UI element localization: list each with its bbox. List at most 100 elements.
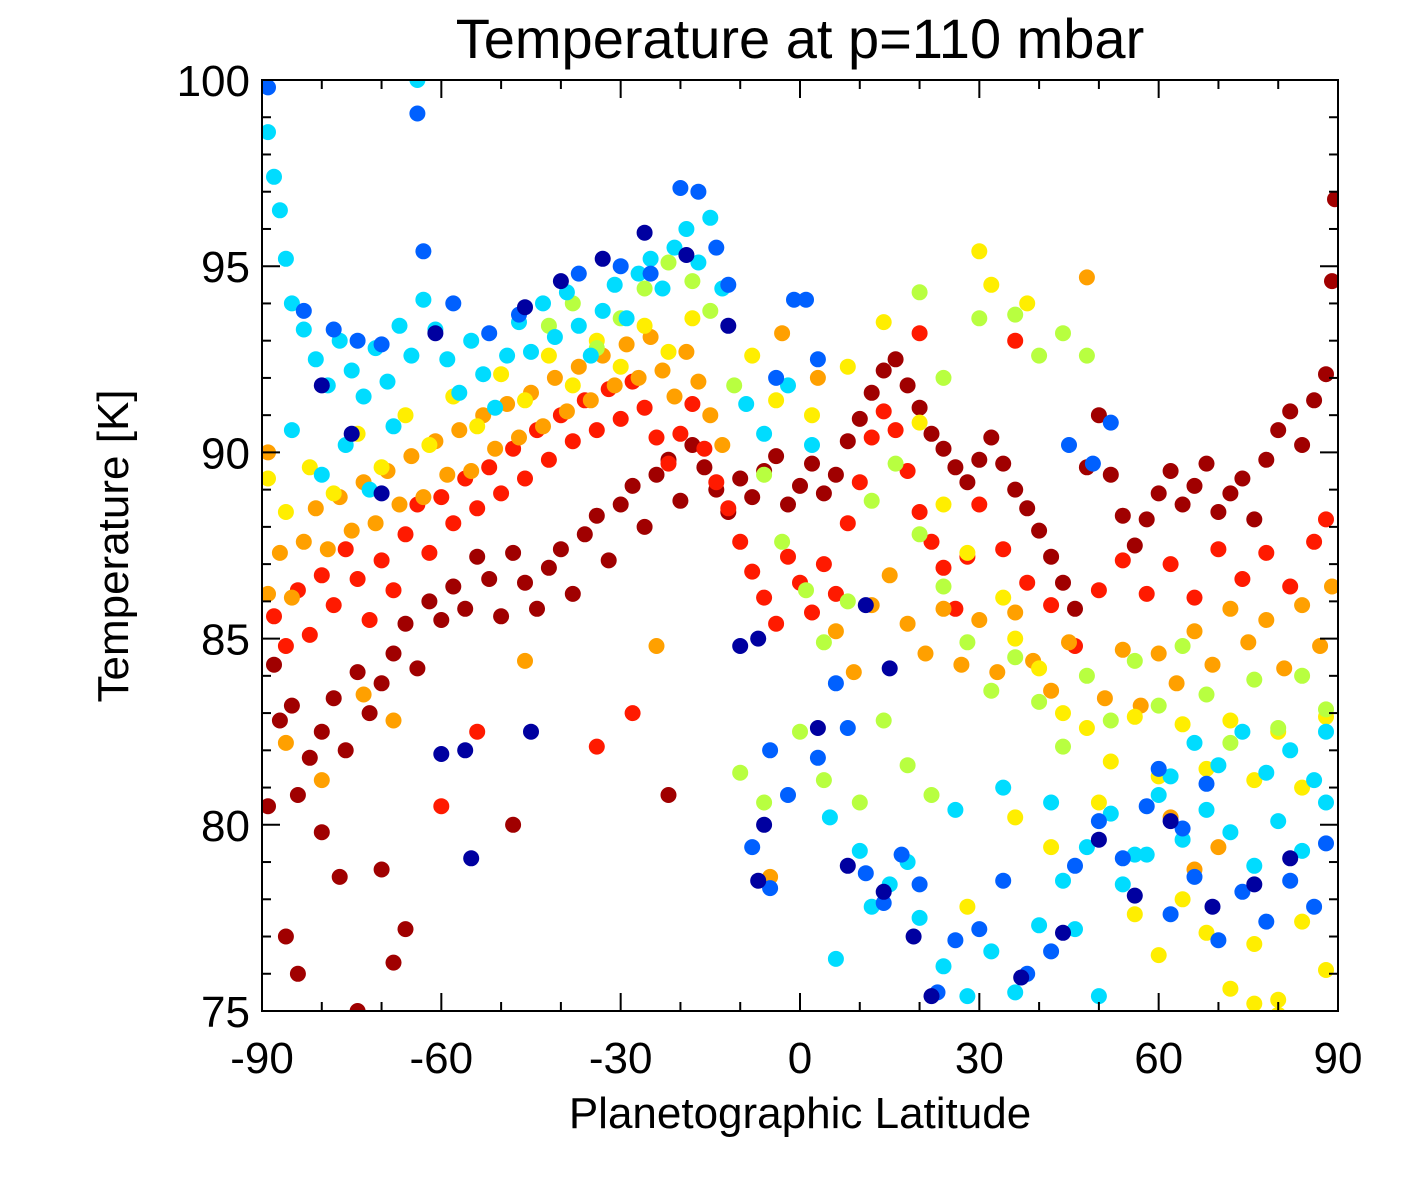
data-point-dark-red xyxy=(481,571,498,587)
data-point-dark-red xyxy=(1198,455,1215,472)
data-point-dark-red xyxy=(672,492,689,509)
data-point-red xyxy=(1090,582,1107,599)
data-point-cyan xyxy=(1090,988,1107,1005)
data-point-orange xyxy=(648,638,665,654)
data-point-red xyxy=(768,615,785,632)
data-point-red xyxy=(337,541,354,558)
data-point-yellow-green xyxy=(923,787,940,803)
data-point-dark-red xyxy=(851,410,868,427)
data-point-red xyxy=(923,533,940,550)
data-point-dark-red xyxy=(262,798,276,815)
data-point-dark-red xyxy=(636,518,653,535)
data-point-orange xyxy=(439,466,456,483)
data-point-red xyxy=(744,563,761,580)
data-point-cyan xyxy=(295,321,312,338)
data-point-navy xyxy=(1013,969,1030,986)
data-point-red xyxy=(780,548,796,565)
data-point-blue xyxy=(827,675,844,692)
data-point-navy xyxy=(1162,813,1179,830)
data-point-blue xyxy=(349,332,366,349)
data-point-blue xyxy=(1234,883,1251,900)
data-point-dark-red xyxy=(529,600,545,617)
data-point-orange xyxy=(295,533,312,550)
data-point-cyan xyxy=(391,317,408,334)
data-point-navy xyxy=(839,857,856,874)
data-point-yellow xyxy=(397,407,414,424)
data-point-red xyxy=(433,489,450,506)
data-point-dark-red xyxy=(1186,477,1203,494)
data-point-navy xyxy=(1055,924,1071,941)
data-point-cyan xyxy=(983,943,1000,960)
data-point-cyan xyxy=(283,295,300,312)
data-point-red xyxy=(373,552,390,569)
data-point-yellow-green xyxy=(1007,649,1024,666)
data-point-dark-red xyxy=(271,712,288,729)
data-point-yellow xyxy=(983,276,1000,293)
data-point-yellow xyxy=(1126,906,1143,923)
data-point-cyan xyxy=(1198,801,1215,818)
data-point-dark-red xyxy=(588,507,605,524)
data-point-cyan xyxy=(1174,831,1191,848)
y-tick-label: 80 xyxy=(201,802,250,851)
data-point-cyan xyxy=(1043,794,1060,811)
data-point-red xyxy=(540,451,557,468)
data-point-dark-red xyxy=(684,437,701,453)
data-point-dark-red xyxy=(1306,392,1323,409)
data-point-cyan xyxy=(947,801,964,818)
data-point-dark-red xyxy=(397,921,414,938)
data-point-navy xyxy=(720,317,737,334)
data-point-blue xyxy=(1043,943,1060,960)
data-point-yellow xyxy=(636,317,653,334)
data-point-orange xyxy=(271,544,288,561)
data-point-dark-red xyxy=(385,645,402,662)
data-point-yellow xyxy=(935,496,952,513)
data-point-dark-red xyxy=(1327,191,1338,208)
data-point-orange xyxy=(606,377,623,394)
data-point-navy xyxy=(923,988,940,1005)
data-point-red xyxy=(911,325,928,342)
data-point-yellow xyxy=(325,485,342,502)
data-point-navy xyxy=(457,742,474,759)
data-point-orange xyxy=(1186,623,1203,640)
data-point-blue xyxy=(786,291,802,308)
data-point-yellow-green xyxy=(798,582,814,599)
data-point-navy xyxy=(750,630,767,647)
data-point-yellow-green xyxy=(935,578,952,595)
data-point-yellow xyxy=(744,347,761,364)
data-point-red xyxy=(995,541,1012,558)
data-point-red xyxy=(301,626,318,643)
data-point-red xyxy=(1318,511,1334,528)
data-point-yellow-green xyxy=(792,723,808,740)
data-point-dark-red xyxy=(959,474,976,491)
data-point-red xyxy=(684,396,701,412)
data-point-red xyxy=(636,399,653,416)
data-point-cyan xyxy=(1031,917,1048,934)
data-point-cyan xyxy=(1162,768,1179,785)
data-point-yellow xyxy=(1090,794,1107,811)
data-point-navy xyxy=(1090,831,1107,848)
points-layer xyxy=(262,80,1338,1011)
data-point-yellow xyxy=(1270,991,1287,1008)
data-point-dark-red xyxy=(911,399,928,416)
data-point-cyan xyxy=(738,396,755,412)
data-point-yellow-green xyxy=(726,377,743,394)
data-point-navy xyxy=(1282,850,1299,867)
data-point-dark-red xyxy=(660,787,677,803)
data-point-dark-red xyxy=(600,552,617,569)
data-point-red xyxy=(1234,571,1251,587)
data-point-red xyxy=(720,500,737,517)
data-point-orange xyxy=(546,369,563,386)
data-point-red xyxy=(911,504,928,520)
data-point-dark-red xyxy=(887,351,904,368)
y-tick-label: 75 xyxy=(201,988,250,1037)
data-point-cyan xyxy=(1318,794,1334,811)
data-point-yellow-green xyxy=(1174,638,1191,654)
data-point-cyan xyxy=(582,347,599,364)
data-point-red xyxy=(1114,552,1131,569)
data-point-orange xyxy=(1096,690,1113,707)
data-point-cyan xyxy=(1102,805,1119,822)
data-point-dark-red xyxy=(337,742,354,759)
data-point-navy xyxy=(1126,887,1143,904)
data-point-dark-red xyxy=(313,824,330,841)
data-point-red xyxy=(1282,578,1299,595)
